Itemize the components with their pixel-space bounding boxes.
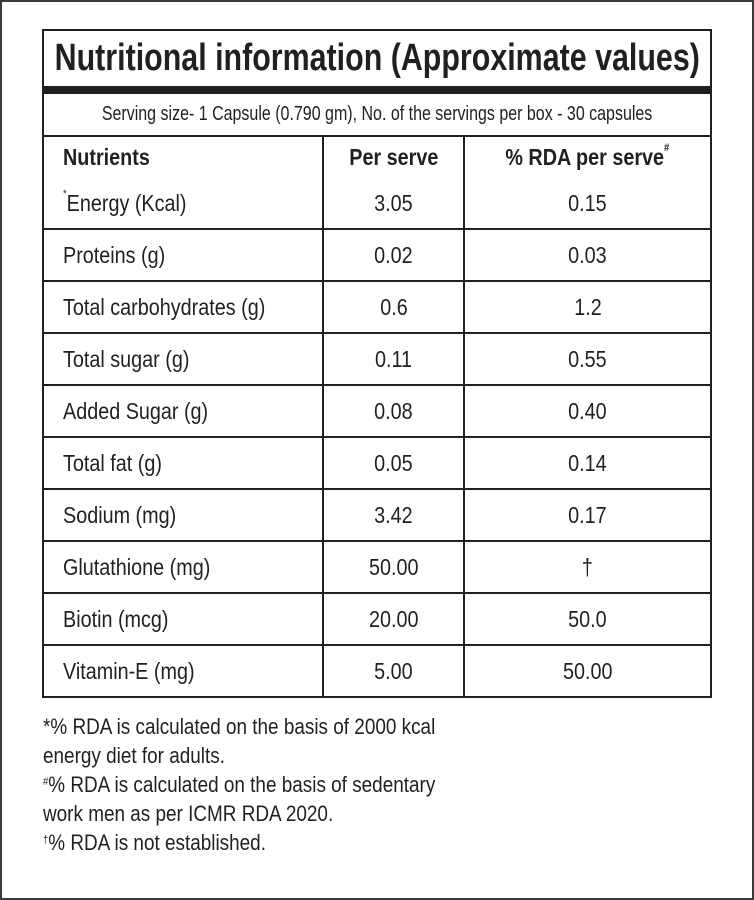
rda-value: 50.0 [568,605,607,632]
table-row: Glutathione (mg) 50.00 † [44,540,710,592]
footnote-2: #% RDA is calculated on the basis of sed… [43,772,436,797]
rda-value: 0.03 [568,241,607,268]
table-row: Proteins (g) 0.02 0.03 [44,228,710,280]
nutrient-name: Glutathione (mg) [63,553,211,580]
header-nutrients: Nutrients [63,144,150,170]
rda-value: 0.14 [568,449,607,476]
per-serve-value: 3.42 [374,501,413,528]
table-row: Biotin (mcg) 20.00 50.0 [44,592,710,644]
header-row: Nutrients Per serve % RDA per serve# [44,135,710,178]
nutrient-name: Biotin (mcg) [63,605,169,632]
nutrition-table: Nutritional information (Approximate val… [42,29,712,698]
table-row: Total carbohydrates (g) 0.6 1.2 [44,280,710,332]
nutrient-name: Total fat (g) [63,449,162,476]
rda-value: 0.55 [568,345,607,372]
per-serve-value: 5.00 [374,657,413,684]
rda-value: 0.17 [568,501,607,528]
footnote-2-cont: work men as per ICMR RDA 2020. [43,801,334,826]
rda-value: 0.15 [568,189,607,216]
footnote-1: *% RDA is calculated on the basis of 200… [43,714,436,739]
per-serve-value: 0.05 [374,449,413,476]
nutrient-name: Total sugar (g) [63,345,190,372]
nutrient-name: Total carbohydrates (g) [63,293,266,320]
footnotes: *% RDA is calculated on the basis of 200… [43,712,499,857]
per-serve-value: 0.11 [374,345,413,372]
per-serve-value: 20.00 [368,605,419,632]
nutrient-name: Vitamin-E (mg) [63,657,195,684]
rda-value: 0.40 [568,397,607,424]
nutrient-name: *Energy (Kcal) [63,187,187,216]
footnote-3: †% RDA is not established. [43,830,266,855]
per-serve-value: 3.05 [374,189,413,216]
per-serve-value: 0.08 [374,397,413,424]
table-row: Total fat (g) 0.05 0.14 [44,436,710,488]
per-serve-value: 50.00 [368,553,419,580]
rda-value: 1.2 [573,293,602,320]
rda-value: 50.00 [562,657,613,684]
table-row: Added Sugar (g) 0.08 0.40 [44,384,710,436]
serving-info: Serving size- 1 Capsule (0.790 gm), No. … [101,103,653,125]
table-title: Nutritional information (Approximate val… [54,37,700,79]
header-per-serve: Per serve [348,144,439,170]
table-row: *Energy (Kcal) 3.05 0.15 [44,178,710,228]
nutrient-name: Proteins (g) [63,241,166,268]
header-rda: % RDA per serve# [505,142,670,170]
nutrient-name: Added Sugar (g) [63,397,209,424]
table-row: Sodium (mg) 3.42 0.17 [44,488,710,540]
rda-value: † [581,553,593,580]
table-row: Total sugar (g) 0.11 0.55 [44,332,710,384]
per-serve-value: 0.6 [379,293,408,320]
nutrient-name: Sodium (mg) [63,501,177,528]
per-serve-value: 0.02 [374,241,413,268]
footnote-1-cont: energy diet for adults. [43,743,225,768]
table-row: Vitamin-E (mg) 5.00 50.00 [44,644,710,696]
